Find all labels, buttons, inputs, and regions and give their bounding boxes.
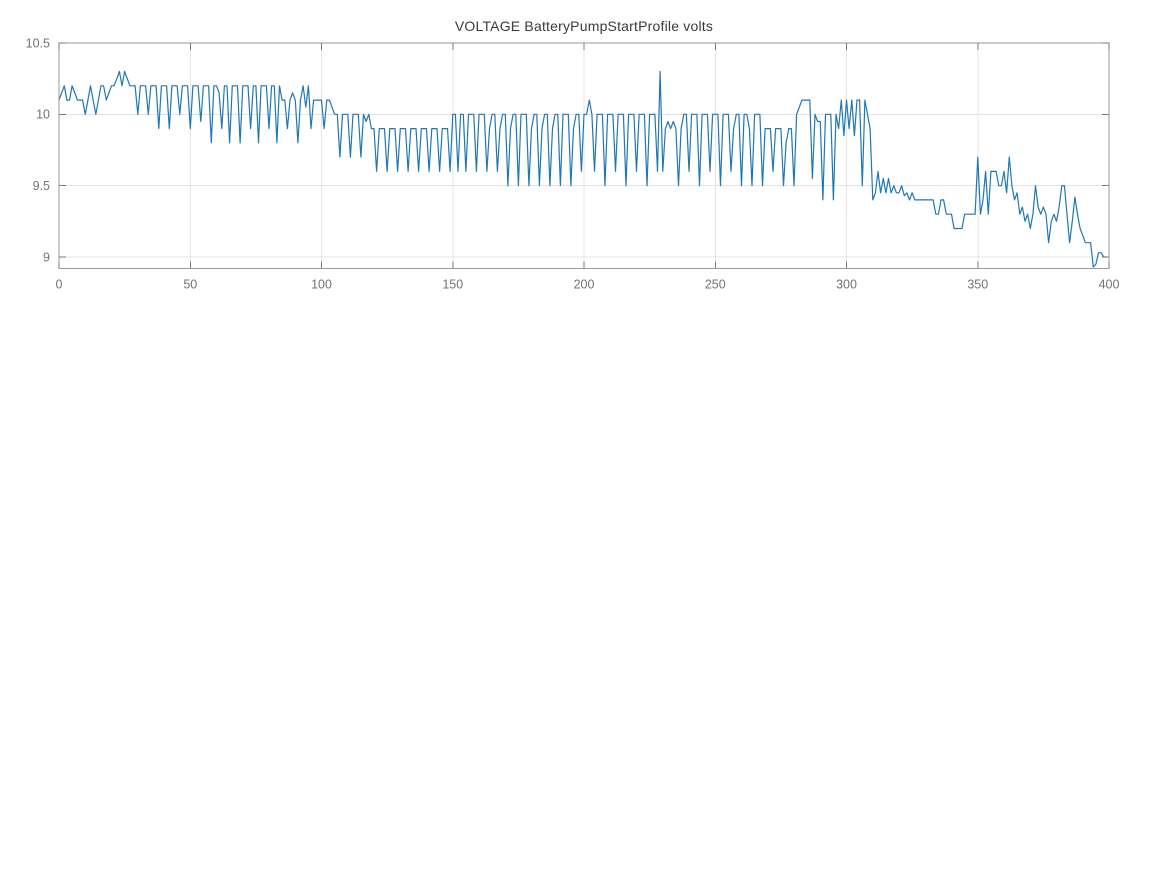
x-tick-label: 400: [1099, 277, 1120, 291]
x-tick-label: 150: [442, 277, 463, 291]
x-tick-label: 350: [967, 277, 988, 291]
x-tick-label: 250: [705, 277, 726, 291]
y-tick-label: 9: [43, 250, 50, 264]
y-tick-label: 9.5: [33, 179, 50, 193]
x-tick-label: 200: [574, 277, 595, 291]
voltage-line-chart: 0 50 100 150 200 250 300 350 400 10.5 10 9.5 9: [26, 36, 1120, 291]
y-tick-label: 10: [36, 108, 50, 122]
gridlines: [59, 43, 1109, 269]
y-tick-label: 10.5: [26, 36, 50, 50]
x-tick-label: 300: [836, 277, 857, 291]
axis-tick-labels: 0 50 100 150 200 250 300 350 400 10.5 10 9.5 9: [26, 36, 1120, 291]
chart-title: VOLTAGE BatteryPumpStartProfile volts: [454, 18, 714, 34]
voltage-series-line: [58, 70, 1108, 268]
x-tick-label: 0: [56, 277, 63, 291]
x-tick-label: 50: [183, 277, 197, 291]
tick-marks: [58, 42, 1110, 269]
x-tick-label: 100: [311, 277, 332, 291]
